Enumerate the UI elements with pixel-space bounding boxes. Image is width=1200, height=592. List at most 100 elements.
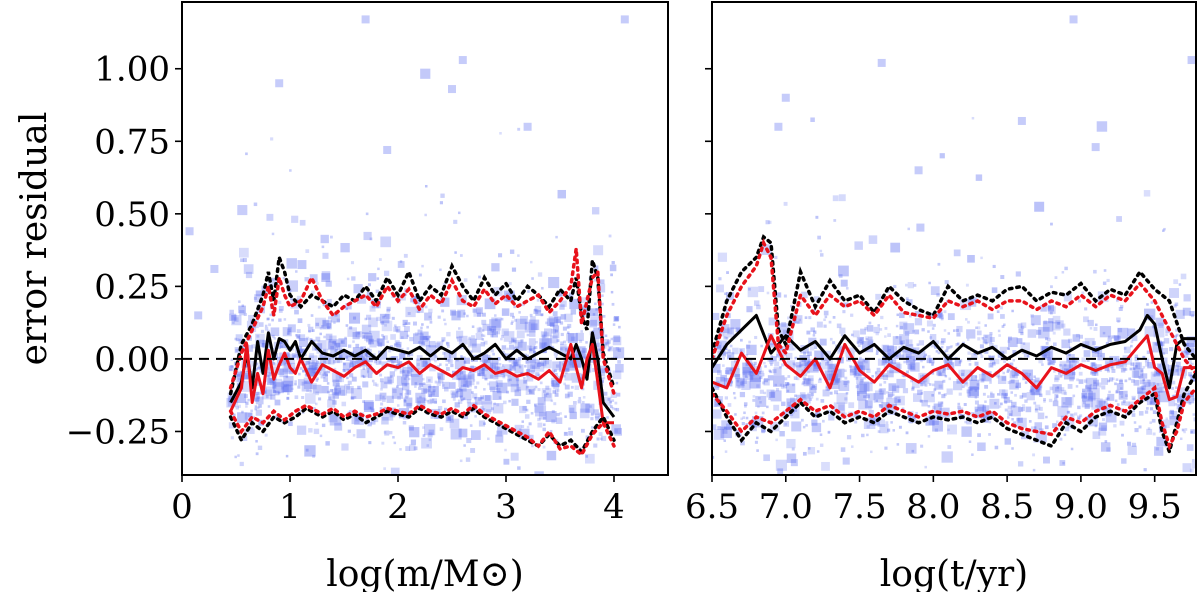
scatter-point	[539, 338, 550, 349]
scatter-point	[975, 174, 983, 181]
scatter-point	[819, 249, 823, 253]
scatter-point	[255, 409, 262, 416]
scatter-point	[842, 457, 850, 465]
scatter-point	[240, 258, 244, 263]
scatter-point	[1144, 410, 1149, 414]
scatter-point	[716, 284, 724, 293]
scatter-point	[308, 362, 317, 371]
scatter-point	[971, 453, 974, 456]
scatter-point	[593, 327, 605, 339]
scatter-point	[484, 298, 496, 310]
scatter-point	[322, 370, 328, 377]
scatter-point	[245, 374, 250, 379]
scatter-point	[763, 454, 770, 462]
scatter-point	[382, 409, 394, 421]
scatter-point	[370, 419, 376, 425]
scatter-point	[345, 355, 349, 359]
scatter-point	[334, 349, 338, 353]
scatter-point	[907, 281, 914, 289]
scatter-point	[832, 341, 836, 345]
scatter-point	[1184, 428, 1188, 431]
scatter-point	[610, 391, 617, 399]
scatter-point	[1144, 382, 1156, 394]
scatter-point	[369, 237, 373, 241]
scatter-point	[911, 387, 915, 391]
scatter-point	[380, 381, 388, 389]
scatter-point	[533, 350, 536, 354]
scatter-point	[266, 374, 269, 378]
scatter-point	[509, 378, 512, 382]
scatter-point	[521, 302, 525, 307]
scatter-point	[726, 423, 733, 430]
scatter-point	[912, 416, 916, 419]
scatter-point	[1145, 362, 1150, 367]
scatter-point	[364, 352, 369, 356]
scatter-point	[932, 420, 943, 432]
scatter-point	[492, 403, 504, 414]
scatter-point	[541, 388, 552, 398]
lower-percentile-red-line	[228, 403, 616, 458]
scatter-point	[250, 409, 253, 413]
scatter-point	[590, 412, 594, 416]
scatter-point	[989, 331, 993, 336]
scatter-point	[434, 400, 438, 404]
scatter-point	[908, 363, 916, 371]
scatter-point	[834, 379, 839, 384]
scatter-point	[315, 391, 320, 396]
scatter-point	[270, 327, 280, 337]
scatter-point	[596, 283, 606, 293]
scatter-point	[814, 346, 818, 350]
scatter-point	[537, 397, 546, 406]
scatter-point	[468, 336, 472, 340]
scatter-point	[380, 321, 385, 325]
scatter-point	[266, 317, 269, 321]
scatter-point	[427, 399, 433, 405]
scatter-point	[245, 271, 253, 279]
scatter-point	[899, 334, 910, 344]
scatter-point	[262, 389, 273, 400]
scatter-point	[844, 376, 848, 380]
scatter-point	[529, 345, 536, 352]
scatter-point	[237, 377, 241, 381]
scatter-point	[1116, 216, 1122, 222]
scatter-point	[487, 382, 490, 386]
scatter-point	[491, 263, 500, 272]
scatter-point	[1034, 409, 1039, 413]
scatter-point	[1132, 409, 1136, 413]
scatter-point	[1063, 293, 1072, 302]
scatter-point	[599, 279, 605, 284]
scatter-point	[807, 370, 810, 374]
upper-percentile-black-line	[228, 256, 616, 396]
scatter-point	[539, 381, 543, 385]
scatter-point	[246, 345, 253, 352]
scatter-point	[1133, 379, 1140, 386]
scatter-point	[940, 317, 944, 321]
scatter-point	[1134, 428, 1139, 433]
scatter-point	[732, 391, 736, 395]
scatter-point	[1062, 402, 1066, 405]
scatter-point	[771, 356, 777, 362]
scatter-point	[905, 443, 917, 454]
scatter-point	[554, 355, 558, 359]
scatter-point	[445, 341, 449, 345]
scatter-point	[766, 291, 770, 295]
scatter-point	[533, 350, 536, 354]
scatter-point	[330, 313, 340, 323]
scatter-point	[568, 404, 577, 413]
left-y-ticks: −0.250.000.250.500.751.00	[66, 50, 182, 452]
scatter-point	[481, 312, 486, 317]
x-tick-label: 1	[279, 487, 301, 527]
scatter-point	[601, 302, 604, 306]
scatter-point	[888, 348, 892, 352]
scatter-point	[734, 360, 737, 363]
scatter-point	[1076, 378, 1079, 382]
scatter-point	[825, 386, 830, 391]
scatter-point	[365, 417, 369, 421]
scatter-point	[266, 367, 270, 370]
scatter-point	[896, 378, 906, 389]
scatter-point	[254, 367, 258, 371]
scatter-point	[540, 360, 547, 367]
scatter-point	[257, 396, 260, 399]
scatter-point	[525, 358, 531, 364]
scatter-point	[1018, 328, 1024, 334]
